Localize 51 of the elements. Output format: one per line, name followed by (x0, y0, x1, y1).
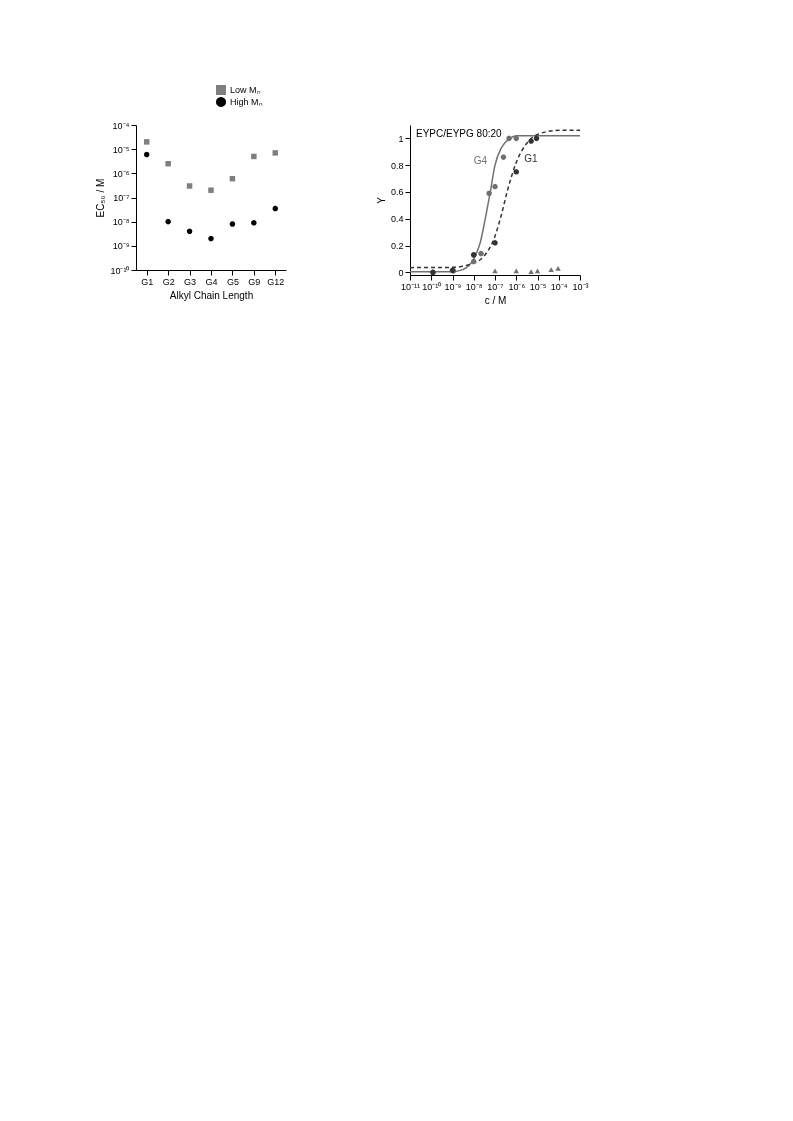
y-axis-title: EC₅₀ / M (95, 178, 107, 218)
x-tick-label: 10⁻⁷ (487, 281, 504, 292)
y-tick-label: 1 (398, 133, 404, 144)
x-tick-label: G12 (267, 276, 285, 287)
point (186, 183, 193, 189)
point (272, 150, 279, 156)
point (165, 160, 171, 167)
point (272, 205, 279, 212)
y-tick-label: 10⁻⁶ (112, 168, 130, 179)
y-tick-label: 10⁻⁹ (112, 241, 130, 252)
legend-label: Low Mₙ (230, 85, 261, 95)
y-tick-label: 0.4 (390, 214, 404, 225)
y-tick-label: 0.8 (390, 160, 404, 171)
point (143, 151, 150, 158)
point (251, 220, 257, 226)
x-tick-label: 10⁻⁵ (529, 281, 547, 292)
x-tick-label: 10⁻¹¹ (400, 281, 421, 292)
y-tick-label: 0.2 (390, 241, 404, 252)
x-axis-title: c / M (484, 294, 507, 306)
x-axis-title: Alkyl Chain Length (169, 289, 254, 301)
y-tick-label: 10⁻⁸ (112, 217, 130, 228)
legend-label: High Mₙ (230, 97, 263, 107)
x-tick-label: G1 (141, 276, 154, 287)
x-tick-label: G9 (248, 276, 261, 287)
x-tick-label: 10⁻¹⁰ (422, 281, 442, 292)
x-tick-label: 10⁻⁴ (550, 281, 568, 292)
y-tick-label: 0 (398, 267, 404, 278)
y-tick-label: 0.6 (390, 187, 404, 198)
series-label: G4 (473, 155, 488, 167)
y-tick-label: 10⁻⁵ (112, 144, 130, 155)
y-tick-label: 10⁻¹⁰ (110, 265, 130, 276)
x-tick-label: G5 (226, 276, 239, 287)
y-tick-label: 10⁻⁴ (112, 120, 130, 131)
x-tick-label: G4 (205, 276, 218, 287)
point (208, 235, 214, 242)
y-tick-label: 10⁻⁷ (113, 193, 130, 203)
x-tick-label: G3 (184, 276, 197, 287)
x-tick-label: 10⁻⁹ (444, 281, 462, 292)
point (229, 221, 236, 227)
point (251, 153, 257, 160)
y-axis-title: Y (375, 196, 387, 204)
x-tick-label: G2 (162, 276, 175, 287)
point (186, 228, 193, 235)
x-tick-label: 10⁻⁶ (508, 281, 526, 292)
annotation: EYPC/EYPG 80:20 (416, 128, 503, 139)
point (165, 218, 171, 225)
x-tick-label: 10⁻³ (572, 281, 589, 292)
series-label: G1 (524, 152, 539, 164)
point (143, 139, 150, 145)
x-tick-label: 10⁻⁸ (465, 281, 483, 292)
point (208, 187, 214, 193)
